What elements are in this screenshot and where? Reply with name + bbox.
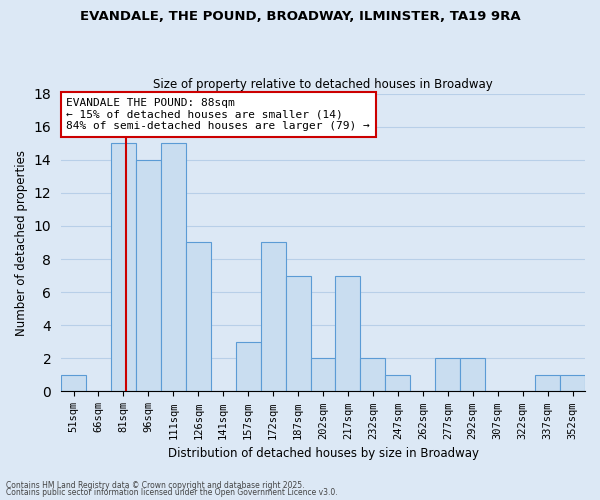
Bar [236, 342, 260, 392]
Bar [260, 242, 286, 392]
Text: Contains public sector information licensed under the Open Government Licence v3: Contains public sector information licen… [6, 488, 338, 497]
Bar [286, 276, 311, 392]
Bar [361, 358, 385, 392]
Bar [560, 375, 585, 392]
Text: Contains HM Land Registry data © Crown copyright and database right 2025.: Contains HM Land Registry data © Crown c… [6, 480, 305, 490]
Text: EVANDALE, THE POUND, BROADWAY, ILMINSTER, TA19 9RA: EVANDALE, THE POUND, BROADWAY, ILMINSTER… [80, 10, 520, 23]
Bar [161, 143, 186, 392]
Y-axis label: Number of detached properties: Number of detached properties [15, 150, 28, 336]
Bar [460, 358, 485, 392]
Bar [136, 160, 161, 392]
X-axis label: Distribution of detached houses by size in Broadway: Distribution of detached houses by size … [167, 447, 479, 460]
Bar [111, 143, 136, 392]
Bar [311, 358, 335, 392]
Bar [61, 375, 86, 392]
Bar [186, 242, 211, 392]
Bar [335, 276, 361, 392]
Bar [385, 375, 410, 392]
Bar [435, 358, 460, 392]
Text: EVANDALE THE POUND: 88sqm
← 15% of detached houses are smaller (14)
84% of semi-: EVANDALE THE POUND: 88sqm ← 15% of detac… [66, 98, 370, 131]
Bar [535, 375, 560, 392]
Title: Size of property relative to detached houses in Broadway: Size of property relative to detached ho… [153, 78, 493, 91]
